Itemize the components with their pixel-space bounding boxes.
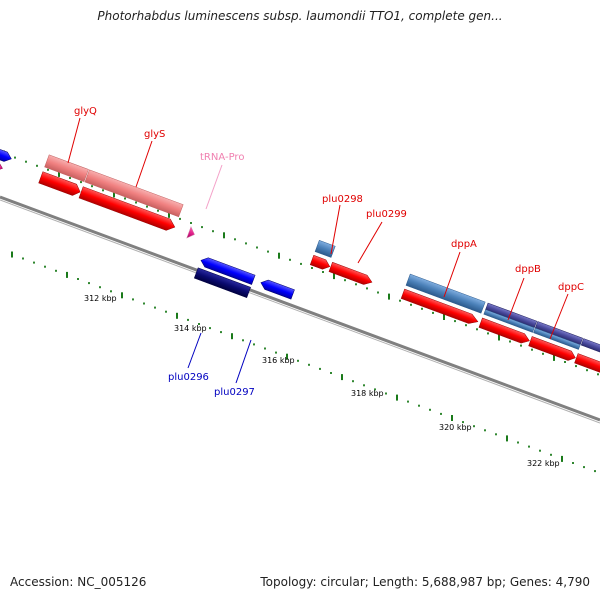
dppC-cog-box-bottom[interactable] [533,327,581,350]
gene-label-dppC[interactable]: dppC [558,282,584,293]
dppC-cds-arrow[interactable] [528,336,577,362]
plu0299-cds-arrow[interactable] [328,261,374,287]
ruler-label-312: 312 kbp [84,294,117,303]
gene-label-dppB[interactable]: dppB [515,264,541,275]
glyQ-cog-box[interactable] [44,154,89,182]
left-blue-cds-arrow[interactable] [0,123,13,163]
inner-tick-track [11,251,596,473]
gene-label-tRNA-Pro[interactable]: tRNA-Pro [200,152,244,163]
ruler-label-316: 316 kbp [262,356,295,365]
gene-label-dppA[interactable]: dppA [451,239,477,250]
accession-text: Accession: NC_005126 [10,575,147,589]
dppB-cds-arrow[interactable] [478,317,531,345]
gene-label-glyS[interactable]: glyS [144,129,165,140]
tRNA-Pro-arrow[interactable] [186,226,197,240]
outer-tick-track [3,150,599,376]
map-title: Photorhabdus luminescens subsp. laumondi… [97,9,503,23]
gene-label-glyQ[interactable]: glyQ [74,106,97,117]
glyS-cds-arrow[interactable] [78,186,177,233]
ruler-label-layer: 312 kbp 314 kbp 316 kbp 318 kbp 320 kbp … [84,294,560,468]
gene-label-plu0299[interactable]: plu0299 [366,209,407,220]
label-callout-lines [67,117,569,384]
genome-summary-text: Topology: circular; Length: 5,688,987 bp… [260,575,590,589]
backbone-line [0,195,600,422]
dppA-cds-arrow[interactable] [400,288,479,326]
plu0296-cog-box[interactable] [193,267,251,298]
backbone-shadow [0,199,600,424]
plu0298-cog-box[interactable] [314,239,336,258]
plu0298-cds-arrow[interactable] [309,254,331,271]
feature-track [0,123,600,378]
glyS-cog-box[interactable] [84,169,184,218]
gene-label-plu0297[interactable]: plu0297 [214,387,255,398]
plu0296-cds-arrow[interactable] [199,256,256,285]
ruler-label-322: 322 kbp [527,459,560,468]
next-cds-arrow[interactable] [574,353,600,378]
gene-label-layer: glyQ glyS tRNA-Pro plu0298 plu0299 dppA … [74,106,584,398]
ruler-label-314: 314 kbp [174,324,207,333]
glyQ-cds-arrow[interactable] [38,171,83,198]
ruler-label-318: 318 kbp [351,389,384,398]
gene-label-plu0296[interactable]: plu0296 [168,372,209,383]
ruler-label-320: 320 kbp [439,423,472,432]
plu0297-cds-arrow[interactable] [259,278,295,300]
dppB-cog-box-bottom[interactable] [483,309,535,333]
gene-label-plu0298[interactable]: plu0298 [322,194,363,205]
